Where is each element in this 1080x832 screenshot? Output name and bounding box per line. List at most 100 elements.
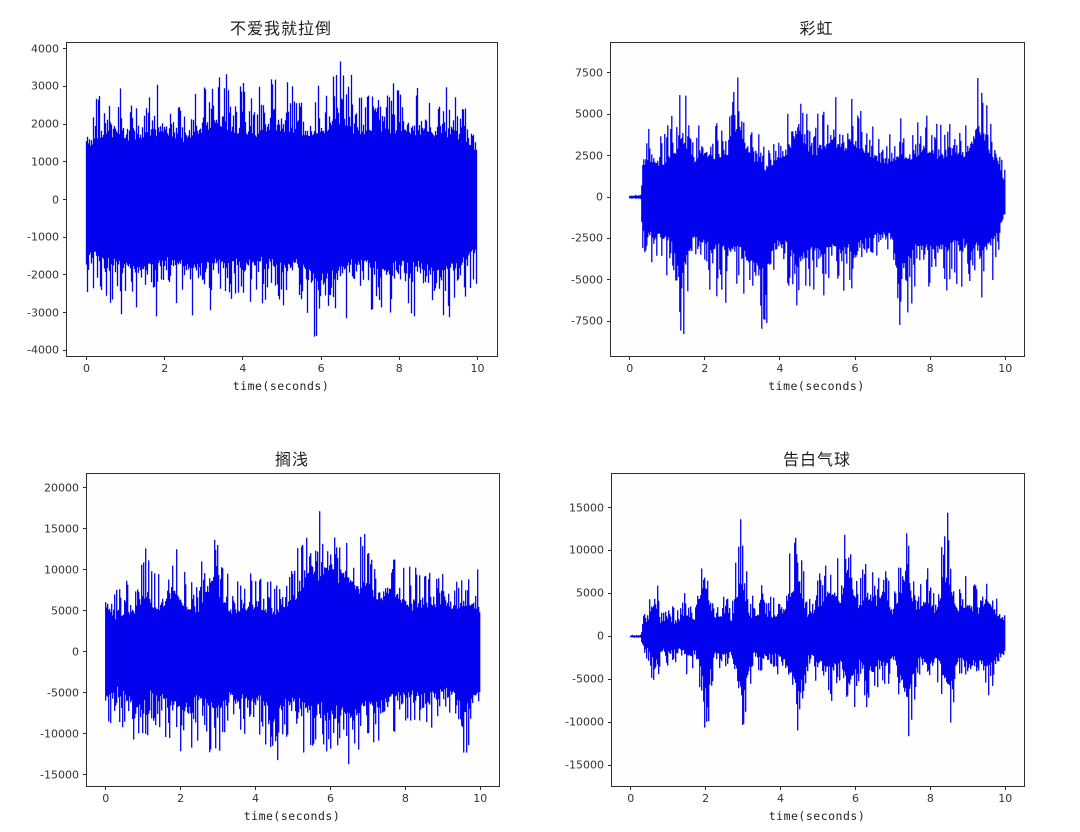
y-tick-mark bbox=[608, 592, 612, 594]
y-tick-label: -1000 bbox=[27, 230, 59, 244]
y-tick-label: -5000 bbox=[571, 273, 603, 287]
y-tick-label: 15000 bbox=[44, 522, 79, 536]
subplot-axes-bottom-left: 20000 15000 10000 5000 0 -5000 -10000 -15000 0 2 4… bbox=[40, 473, 500, 804]
x-tick-mark bbox=[705, 786, 707, 790]
y-tick-label: -5000 bbox=[47, 686, 79, 700]
x-axis-label-bottom-left: time(seconds) bbox=[243, 809, 341, 823]
y-tick-mark bbox=[83, 733, 87, 735]
waveform-path bbox=[85, 61, 478, 337]
subplot-axes-top-left: 4000 3000 2000 1000 0 -1000 -2000 -3000 -4000 0 2 4… bbox=[27, 42, 498, 374]
x-tick-mark bbox=[929, 356, 931, 360]
y-tick-label: -4000 bbox=[27, 343, 59, 357]
waveform-path bbox=[629, 77, 1006, 334]
x-tick-mark bbox=[629, 356, 631, 360]
y-tick-label: -10000 bbox=[565, 715, 604, 729]
x-tick-label: 6 bbox=[851, 792, 859, 805]
y-tick-label: -10000 bbox=[40, 727, 79, 741]
x-tick-mark bbox=[404, 786, 406, 790]
y-tick-mark bbox=[63, 85, 67, 87]
y-tick-mark bbox=[63, 236, 67, 238]
waveform-path bbox=[105, 511, 481, 765]
x-tick-label: 2 bbox=[702, 792, 710, 805]
y-tick-label: 0 bbox=[596, 190, 603, 204]
subplot-axes-bottom-right: 15000 10000 5000 0 -5000 -10000 -15000 0 2 4 6 8 10 bbox=[565, 473, 1025, 804]
y-tick-mark bbox=[83, 610, 87, 612]
y-tick-label: 0 bbox=[597, 629, 604, 643]
y-tick-label: -15000 bbox=[565, 758, 604, 772]
y-tick-label: 0 bbox=[72, 645, 79, 659]
y-tick-mark bbox=[83, 487, 87, 489]
waveform-svg bbox=[630, 512, 1006, 737]
x-tick-mark bbox=[105, 786, 107, 790]
y-tick-mark bbox=[63, 312, 67, 314]
y-tick-label: -2500 bbox=[571, 231, 603, 245]
y-tick-label: 0 bbox=[52, 193, 59, 206]
x-tick-mark bbox=[180, 786, 182, 790]
plot-title-bottom-right: 告白气球 bbox=[782, 450, 851, 469]
y-tick-mark bbox=[63, 349, 67, 351]
x-tick-mark bbox=[164, 356, 166, 360]
y-tick-mark bbox=[607, 279, 611, 281]
y-tick-label: -2000 bbox=[27, 268, 59, 282]
x-tick-mark bbox=[854, 356, 856, 360]
y-tick-label: 3000 bbox=[31, 79, 59, 93]
y-tick-mark bbox=[607, 320, 611, 322]
x-tick-mark bbox=[704, 356, 706, 360]
x-axis-label-top-left: time(seconds) bbox=[232, 379, 330, 393]
y-tick-mark bbox=[63, 274, 67, 276]
x-tick-label: 4 bbox=[252, 792, 260, 805]
waveform-path bbox=[630, 512, 1006, 737]
y-tick-label: -5000 bbox=[572, 672, 604, 686]
plot-title-top-left: 不爱我就拉倒 bbox=[229, 19, 332, 38]
x-tick-label: 2 bbox=[177, 792, 185, 805]
waveform-svg bbox=[105, 511, 481, 765]
x-tick-label: 10 bbox=[470, 362, 485, 375]
x-tick-mark bbox=[476, 356, 478, 360]
plot-title-bottom-left: 搁浅 bbox=[274, 450, 309, 469]
x-tick-label: 4 bbox=[776, 362, 784, 375]
y-tick-mark bbox=[607, 196, 611, 198]
x-tick-mark bbox=[255, 786, 257, 790]
x-tick-label: 8 bbox=[401, 792, 409, 805]
y-tick-mark bbox=[607, 237, 611, 239]
y-tick-mark bbox=[608, 635, 612, 637]
y-tick-mark bbox=[83, 774, 87, 776]
x-tick-mark bbox=[780, 786, 782, 790]
y-tick-mark bbox=[608, 507, 612, 509]
x-tick-label: 10 bbox=[998, 792, 1013, 805]
y-tick-label: 5000 bbox=[575, 107, 603, 121]
y-tick-mark bbox=[83, 528, 87, 530]
x-tick-label: 0 bbox=[627, 792, 635, 805]
x-tick-label: 6 bbox=[317, 362, 325, 375]
y-tick-label: 5000 bbox=[51, 604, 79, 618]
x-tick-label: 4 bbox=[777, 792, 785, 805]
x-tick-label: 8 bbox=[926, 792, 934, 805]
x-tick-label: 8 bbox=[395, 362, 403, 375]
y-tick-mark bbox=[607, 155, 611, 157]
waveform-svg bbox=[629, 77, 1006, 334]
y-tick-label: 5000 bbox=[576, 586, 604, 600]
x-tick-label: 4 bbox=[239, 362, 247, 375]
y-tick-label: 2500 bbox=[575, 149, 603, 163]
y-tick-mark bbox=[608, 721, 612, 723]
x-tick-label: 10 bbox=[998, 362, 1013, 375]
y-tick-label: -7500 bbox=[571, 314, 603, 328]
y-tick-mark bbox=[608, 678, 612, 680]
y-tick-mark bbox=[63, 161, 67, 163]
y-tick-label: -15000 bbox=[40, 768, 79, 782]
y-tick-label: 7500 bbox=[575, 66, 603, 80]
x-tick-mark bbox=[479, 786, 481, 790]
y-tick-mark bbox=[63, 48, 67, 50]
y-tick-label: -3000 bbox=[27, 306, 59, 320]
subplot-axes-top-right: 7500 5000 2500 0 -2500 -5000 -7500 0 2 4 6 8 10 bbox=[571, 42, 1025, 374]
y-tick-mark bbox=[608, 549, 612, 551]
x-axis-label-bottom-right: time(seconds) bbox=[768, 809, 866, 823]
x-tick-label: 0 bbox=[83, 362, 91, 375]
x-tick-mark bbox=[242, 356, 244, 360]
x-tick-mark bbox=[1004, 356, 1006, 360]
y-tick-label: 4000 bbox=[31, 42, 59, 56]
x-tick-mark bbox=[329, 786, 331, 790]
y-tick-label: 10000 bbox=[569, 543, 604, 557]
x-tick-mark bbox=[779, 356, 781, 360]
